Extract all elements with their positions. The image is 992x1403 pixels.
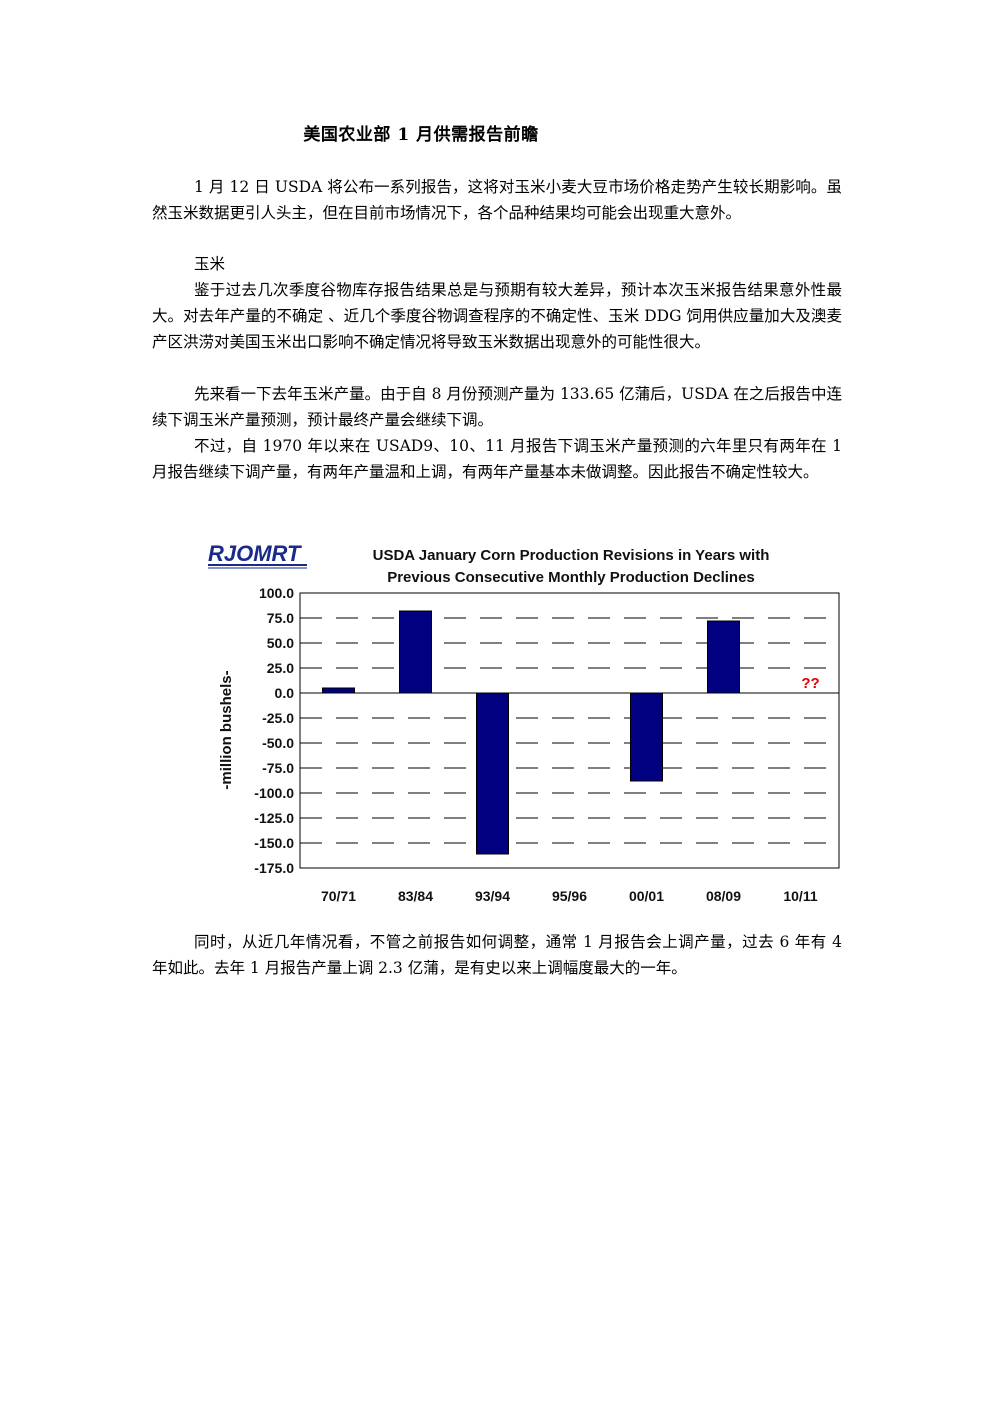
x-tick-label: 00/01 bbox=[629, 888, 664, 904]
y-tick-label: -175.0 bbox=[254, 860, 294, 876]
y-tick-label: 25.0 bbox=[267, 660, 294, 676]
x-tick-label: 95/96 bbox=[552, 888, 587, 904]
paragraph-4: 同时，从近几年情况看，不管之前报告如何调整，通常 1 月报告会上调产量，过去 6… bbox=[152, 933, 842, 977]
x-tick-label: 08/09 bbox=[706, 888, 741, 904]
y-tick-label: 50.0 bbox=[267, 635, 294, 651]
y-tick-label: -100.0 bbox=[254, 785, 294, 801]
y-tick-label: -125.0 bbox=[254, 810, 294, 826]
bar-93-94 bbox=[476, 692, 509, 855]
bars bbox=[322, 610, 740, 855]
document-title: 美国农业部 1 月供需报告前瞻 bbox=[303, 125, 539, 145]
y-tick-label: -150.0 bbox=[254, 835, 294, 851]
logo-text: RJOMRT bbox=[208, 541, 302, 566]
intro-paragraph: 1 月 12 日 USDA 将公布一系列报告，这将对玉米小麦大豆市场价格走势产生… bbox=[152, 178, 842, 222]
bar-70-71 bbox=[322, 687, 355, 694]
y-tick-label: -50.0 bbox=[262, 735, 294, 751]
y-tick-label: -75.0 bbox=[262, 760, 294, 776]
y-tick-label: -25.0 bbox=[262, 710, 294, 726]
corn-revisions-chart: RJOMRT USDA January Corn Production Revi… bbox=[208, 541, 840, 904]
y-tick-label: 100.0 bbox=[259, 585, 294, 601]
x-tick-label: 93/94 bbox=[475, 888, 510, 904]
y-tick-labels: 100.0 75.0 50.0 25.0 0.0 -25.0 -50.0 -75.0 -100.… bbox=[254, 585, 294, 876]
plot-area bbox=[299, 592, 840, 869]
y-axis-label: -million bushels- bbox=[218, 670, 235, 789]
chart-title-line1: USDA January Corn Production Revisions i… bbox=[373, 547, 770, 564]
gridlines bbox=[300, 617, 839, 844]
bar-83-84 bbox=[399, 610, 432, 694]
unknown-annotation: ?? bbox=[801, 675, 819, 692]
section-heading: 玉米 bbox=[194, 255, 226, 273]
x-tick-label: 70/71 bbox=[321, 888, 356, 904]
chart-title-line2: Previous Consecutive Monthly Production … bbox=[387, 569, 755, 586]
paragraph-2: 先来看一下去年玉米产量。由于自 8 月份预测产量为 133.65 亿蒲后，USD… bbox=[152, 385, 842, 429]
x-tick-label: 10/11 bbox=[783, 888, 817, 904]
y-tick-label: 75.0 bbox=[267, 610, 294, 626]
y-tick-label: 0.0 bbox=[275, 685, 295, 701]
paragraph-1: 鉴于过去几次季度谷物库存报告结果总是与预期有较大差异，预计本次玉米报告结果意外性… bbox=[152, 281, 842, 351]
x-tick-labels: 70/71 83/84 93/94 95/96 00/01 08/09 10/11 bbox=[321, 888, 818, 904]
x-tick-label: 83/84 bbox=[398, 888, 433, 904]
paragraph-3: 不过，自 1970 年以来在 USAD9、10、11 月报告下调玉米产量预测的六… bbox=[152, 437, 842, 481]
bar-08-09 bbox=[707, 620, 740, 694]
bar-00-01 bbox=[630, 692, 663, 782]
rjomrt-logo: RJOMRT bbox=[208, 541, 307, 569]
